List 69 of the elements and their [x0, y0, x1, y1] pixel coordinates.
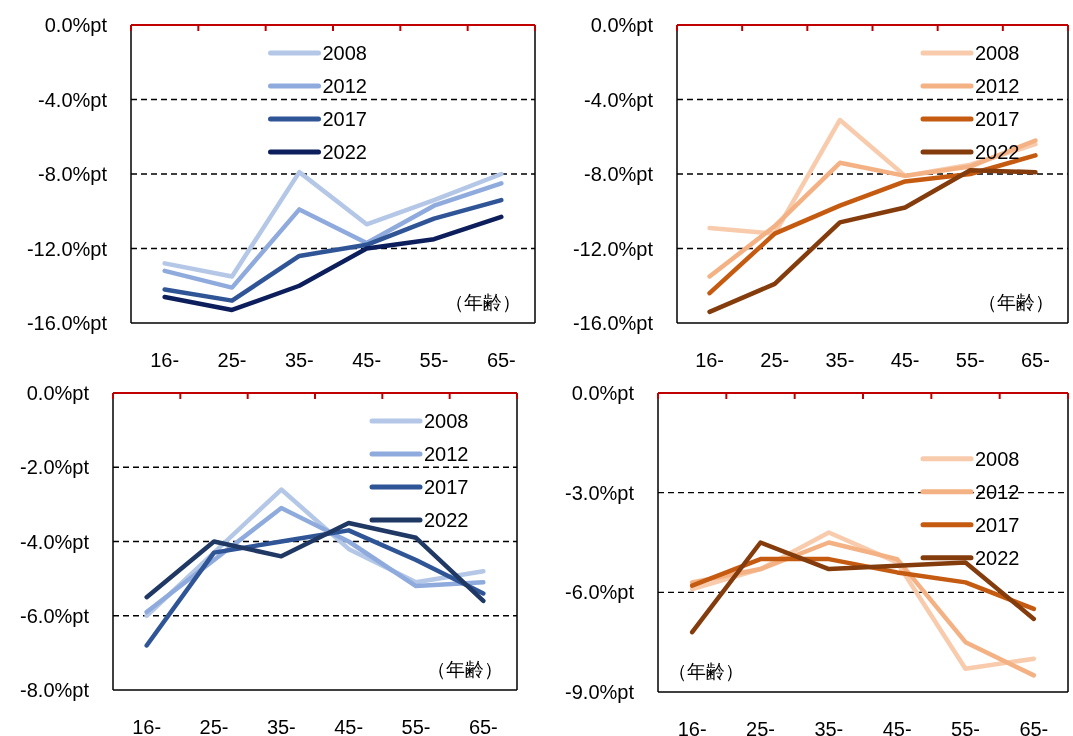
x-tick-label: 65-	[468, 716, 498, 736]
legend-label: 2008	[975, 447, 1020, 470]
x-tick-label: 45-	[334, 716, 364, 736]
y-tick-label: -4.0%pt	[20, 530, 90, 553]
x-tick-label: 25-	[199, 716, 229, 736]
x-tick-label: 16-	[677, 718, 707, 736]
annotation: （年齢）	[445, 292, 521, 313]
x-tick-label: 45-	[352, 349, 382, 371]
y-tick-label: -8.0%pt	[38, 163, 108, 185]
x-tick-label: 65-	[486, 349, 516, 371]
legend-label: 2012	[975, 480, 1020, 503]
x-tick-label: 16-	[695, 349, 725, 371]
x-tick-label: 55-	[401, 716, 431, 736]
x-tick-label: 35-	[266, 716, 296, 736]
x-tick-label: 35-	[814, 718, 844, 736]
x-tick-label: 25-	[217, 349, 247, 371]
line-series	[162, 214, 504, 313]
legend-label: 2012	[424, 443, 469, 465]
legend-label: 2017	[424, 476, 469, 498]
line-series	[689, 540, 1037, 635]
y-tick-label: 0.0%pt	[571, 382, 635, 404]
legend-label: 2008	[322, 42, 367, 64]
y-tick-label: -6.0%pt	[565, 581, 635, 604]
x-tick-label: 55-	[951, 718, 980, 736]
x-tick-label: 25-	[746, 718, 775, 736]
y-tick-label: -16.0%pt	[26, 312, 108, 334]
annotation: （年齢）	[668, 661, 744, 682]
line-series	[162, 181, 504, 290]
x-tick-label: 16-	[132, 716, 162, 736]
x-tick-label: 35-	[284, 349, 314, 371]
x-tick-label: 25-	[760, 349, 790, 371]
y-tick-label: -6.0%pt	[20, 604, 90, 627]
x-tick-label: 55-	[419, 349, 449, 371]
y-tick-label: 0.0%pt	[44, 14, 108, 36]
y-tick-label: 0.0%pt	[26, 382, 90, 404]
x-tick-label: 65-	[1020, 349, 1050, 371]
y-tick-label: -12.0%pt	[26, 237, 108, 260]
y-tick-label: -8.0%pt	[20, 679, 90, 701]
annotation: （年齢）	[427, 659, 503, 680]
legend-label: 2022	[975, 141, 1020, 163]
line-series	[162, 169, 504, 279]
annotation: （年齢）	[978, 292, 1054, 313]
x-tick-label: 65-	[1019, 718, 1049, 736]
x-tick-label: 45-	[882, 718, 912, 736]
legend-label: 2008	[424, 410, 469, 432]
x-tick-label: 16-	[150, 349, 180, 371]
legend-label: 2008	[975, 42, 1020, 64]
x-tick-label: 45-	[890, 349, 920, 371]
y-tick-label: -4.0%pt	[38, 88, 108, 111]
y-tick-label: -12.0%pt	[572, 237, 654, 260]
x-tick-label: 35-	[825, 349, 855, 371]
legend-label: 2017	[322, 108, 367, 130]
y-tick-label: 0.0%pt	[590, 14, 654, 36]
x-tick-label: 55-	[955, 349, 985, 371]
y-tick-label: -2.0%pt	[20, 456, 90, 479]
legend-label: 2012	[975, 75, 1020, 97]
legend-label: 2017	[975, 513, 1020, 536]
y-tick-label: -9.0%pt	[565, 681, 635, 703]
line-series	[707, 168, 1038, 315]
legend-label: 2012	[322, 75, 367, 97]
legend-label: 2022	[424, 509, 469, 531]
y-tick-label: -8.0%pt	[584, 163, 654, 185]
legend-label: 2022	[322, 141, 367, 163]
legend-label: 2017	[975, 108, 1020, 130]
y-tick-label: -16.0%pt	[572, 312, 654, 334]
y-tick-label: -3.0%pt	[565, 481, 635, 504]
legend-label: 2022	[975, 546, 1020, 569]
y-tick-label: -4.0%pt	[584, 88, 654, 111]
line-series	[707, 138, 1038, 279]
